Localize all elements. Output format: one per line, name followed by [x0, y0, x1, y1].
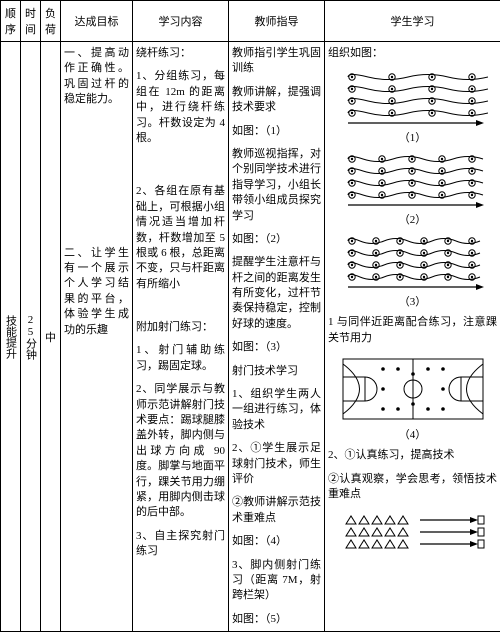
guide-p12: 如图：（4） [232, 534, 321, 549]
guide-p1: 教师指引学生巩固训练 [232, 46, 321, 77]
diagram-1 [338, 69, 488, 127]
guide-p4: 教师巡视指挥，对个别同学技术进行指导学习，小组长带领小组成员探究学习 [232, 147, 321, 224]
diagram-2 [338, 151, 488, 209]
cell-learn: 组织如图： （1） （2） （3） 1 与同伴近距离配合练习，注意踝关节用力 （… [325, 42, 500, 632]
content-p4: 附加射门练习： [136, 320, 225, 335]
caption-2: （2） [328, 211, 497, 227]
diagram-4-court [338, 354, 488, 424]
goal-2: 二、让学生有一个展示个人学习结果的平台，体验学生成功的乐趣 [64, 246, 129, 338]
caption-4: （4） [328, 426, 497, 442]
goal-1: 一、提高动作正确性。巩固过杆的稳定能力。 [64, 46, 129, 108]
cell-load: 中 [41, 42, 61, 632]
cell-goals: 一、提高动作正确性。巩固过杆的稳定能力。 二、让学生有一个展示个人学习结果的平台… [61, 42, 133, 632]
learn-p2: 1 与同伴近距离配合练习，注意踝关节用力 [328, 315, 497, 346]
guide-p5: 如图：（2） [232, 232, 321, 247]
hdr-seq: 顺序 [1, 1, 21, 42]
hdr-learn: 学生学习 [325, 1, 500, 42]
content-p2: 1、分组练习，每组在 12m 的距离中，进行绕杆练习。杆数设定为 4 根。 [136, 69, 225, 146]
guide-p14: 如图：（5） [232, 612, 321, 627]
guide-p11: ②教师讲解示范技术重难点 [232, 495, 321, 526]
guide-p10: 2、①学生展示足球射门技术，师生评价 [232, 441, 321, 487]
hdr-goal: 达成目标 [61, 1, 133, 42]
caption-1: （1） [328, 129, 497, 145]
cell-time: 25分钟 [21, 42, 41, 632]
learn-p1: 组织如图： [328, 46, 497, 61]
content-p1: 绕杆练习： [136, 46, 225, 61]
cell-guide: 教师指引学生巩固训练 教师讲解，提强调技术要求 如图：（1） 教师巡视指挥，对个… [229, 42, 325, 632]
guide-p13: 3、脚内侧射门练习（距离 7M，射跨栏架） [232, 558, 321, 604]
content-p5: 1、射门辅助练习，踢固定球。 [136, 343, 225, 374]
learn-p4: ②认真观察，学会思考，领悟技术重难点 [328, 472, 497, 503]
guide-p8: 射门技术学习 [232, 364, 321, 379]
hdr-guide: 教师指导 [229, 1, 325, 42]
diagram-5-triangles [338, 510, 488, 550]
content-p7: 3、自主探究射门练习 [136, 529, 225, 560]
cell-content: 绕杆练习： 1、分组练习，每组在 12m 的距离中，进行绕杆练习。杆数设定为 4… [133, 42, 229, 632]
learn-p3: 2、①认真练习，提高技术 [328, 448, 497, 463]
hdr-load: 负荷 [41, 1, 61, 42]
guide-p6: 提醒学生注意杆与杆之间的距离发生有所变化，过杆节奏保持稳定，控制好球的速度。 [232, 255, 321, 332]
cell-seq: 技能提升 [1, 42, 21, 632]
diagram-3 [338, 233, 488, 291]
guide-p9: 1、组织学生两人一组进行练习，体验技术 [232, 387, 321, 433]
guide-p3: 如图：（1） [232, 124, 321, 139]
content-p3: 2、各组在原有基础上，可根据小组情况适当增加杆数，杆数增加至 5 根或 6 根，… [136, 184, 225, 292]
content-p6: 2、同学展示与教师示范讲解射门技术要点：踢球腿膝盖外转，脚内侧与出球方向成 90… [136, 382, 225, 521]
guide-p7: 如图：（3） [232, 340, 321, 355]
hdr-content: 学习内容 [133, 1, 229, 42]
caption-3: （3） [328, 293, 497, 309]
hdr-time: 时间 [21, 1, 41, 42]
guide-p2: 教师讲解，提强调技术要求 [232, 85, 321, 116]
